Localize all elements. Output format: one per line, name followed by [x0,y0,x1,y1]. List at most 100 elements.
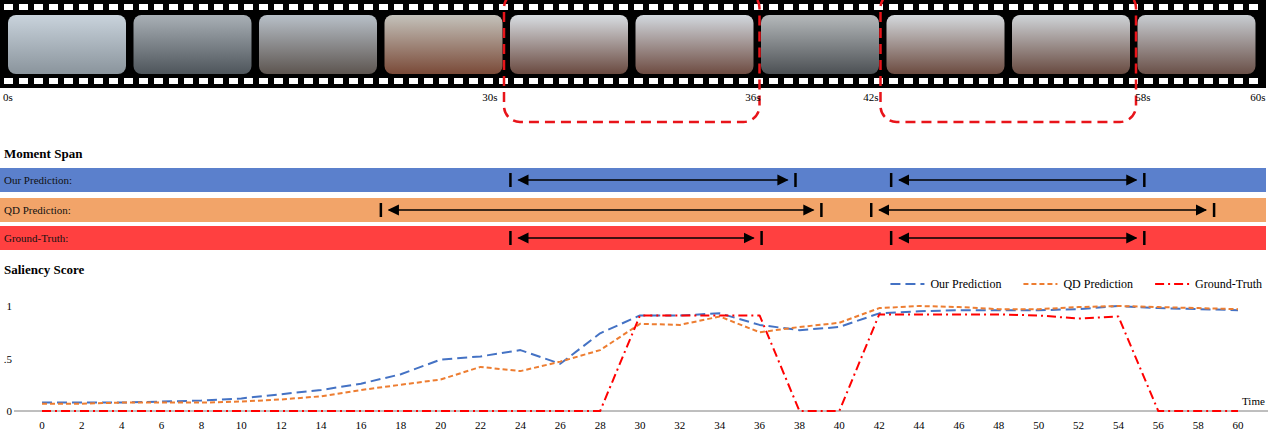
x-tick-label: 32 [674,419,685,431]
x-tick-label: 36 [754,419,766,431]
video-frame [1138,15,1256,74]
sprocket-hole [574,78,583,84]
sprocket-hole [514,78,523,84]
sprocket-hole [424,4,433,10]
sprocket-hole [184,78,193,84]
y-tick-label: .5 [4,353,13,365]
sprocket-hole [334,4,343,10]
sprocket-hole [844,78,853,84]
x-tick-label: 2 [79,419,85,431]
span-arrow [899,237,1136,239]
sprocket-hole [859,4,868,10]
sprocket-hole [19,4,28,10]
sprocket-hole [379,78,388,84]
sprocket-hole [574,4,583,10]
sprocket-hole [229,4,238,10]
sprocket-hole [1069,78,1078,84]
sprocket-hole [1054,4,1063,10]
moment-row: QD Prediction: [0,198,1266,222]
sprocket-hole [469,4,478,10]
sprocket-hole [1084,4,1093,10]
sprocket-hole [649,4,658,10]
sprocket-hole [769,78,778,84]
sprocket-hole [289,78,298,84]
x-tick-label: 8 [199,419,205,431]
legend: Our PredictionQD PredictionGround-Truth [890,277,1262,291]
sprocket-hole [439,4,448,10]
sprocket-hole [199,4,208,10]
series-line [42,314,1238,411]
time-label: 30s [482,91,497,103]
legend-swatch [1023,283,1057,285]
time-label: 0s [3,91,13,103]
chart-title: Saliency Score [4,262,85,277]
sprocket-hole [844,4,853,10]
sprocket-hole [604,78,613,84]
legend-label: QD Prediction [1063,277,1133,291]
sprocket-hole [799,78,808,84]
sprocket-hole [259,78,268,84]
sprocket-hole [544,4,553,10]
sprocket-hole [739,4,748,10]
sprocket-hole [4,4,13,10]
sprocket-hole [334,78,343,84]
span-start [890,231,893,245]
sprocket-hole [214,78,223,84]
sprocket-hole [814,78,823,84]
sprocket-hole [49,4,58,10]
sprocket-hole [634,78,643,84]
sprocket-hole [1219,78,1228,84]
sprocket-hole [1144,4,1153,10]
sprocket-hole [109,78,118,84]
sprocket-hole [799,4,808,10]
sprocket-hole [949,4,958,10]
span-start [890,173,893,187]
span-arrow [879,209,1206,211]
x-tick-label: 6 [159,419,165,431]
sprocket-hole [664,78,673,84]
series-line [42,306,1238,404]
sprocket-hole [979,78,988,84]
sprocket-hole [829,4,838,10]
x-tick-label: 16 [355,419,367,431]
sprocket-hole [1249,4,1258,10]
sprocket-hole [454,78,463,84]
sprocket-hole [559,4,568,10]
sprocket-hole [319,78,328,84]
span-end [794,173,797,187]
x-tick-label: 20 [435,419,447,431]
x-tick-label: 10 [236,419,248,431]
sprocket-hole [64,78,73,84]
sprocket-hole [919,78,928,84]
x-tick-label: 30 [635,419,647,431]
sprocket-hole [664,4,673,10]
sprocket-hole [1174,78,1183,84]
series-line [42,306,1238,403]
legend-item: QD Prediction [1023,277,1133,291]
video-frame [1012,15,1130,74]
sprocket-hole [1234,4,1243,10]
sprocket-hole [79,4,88,10]
span-end [1143,231,1146,245]
video-frame [761,15,879,74]
sprocket-hole [724,78,733,84]
sprocket-hole [634,4,643,10]
sprocket-hole [709,4,718,10]
sprocket-hole [829,78,838,84]
x-tick-label: 28 [595,419,607,431]
sprocket-hole [1204,78,1213,84]
sprocket-hole [709,78,718,84]
time-label: 36s [745,91,760,103]
x-tick-label: 12 [276,419,287,431]
sprocket-hole [994,4,1003,10]
sprocket-hole [514,4,523,10]
section-title: Moment Span [4,146,83,161]
sprocket-hole [964,78,973,84]
sprocket-hole [814,4,823,10]
video-frame [385,15,503,74]
time-label: 58s [1135,91,1150,103]
x-tick-label: 22 [475,419,486,431]
sprocket-hole [1159,4,1168,10]
span-start [509,173,512,187]
sprocket-hole [859,78,868,84]
